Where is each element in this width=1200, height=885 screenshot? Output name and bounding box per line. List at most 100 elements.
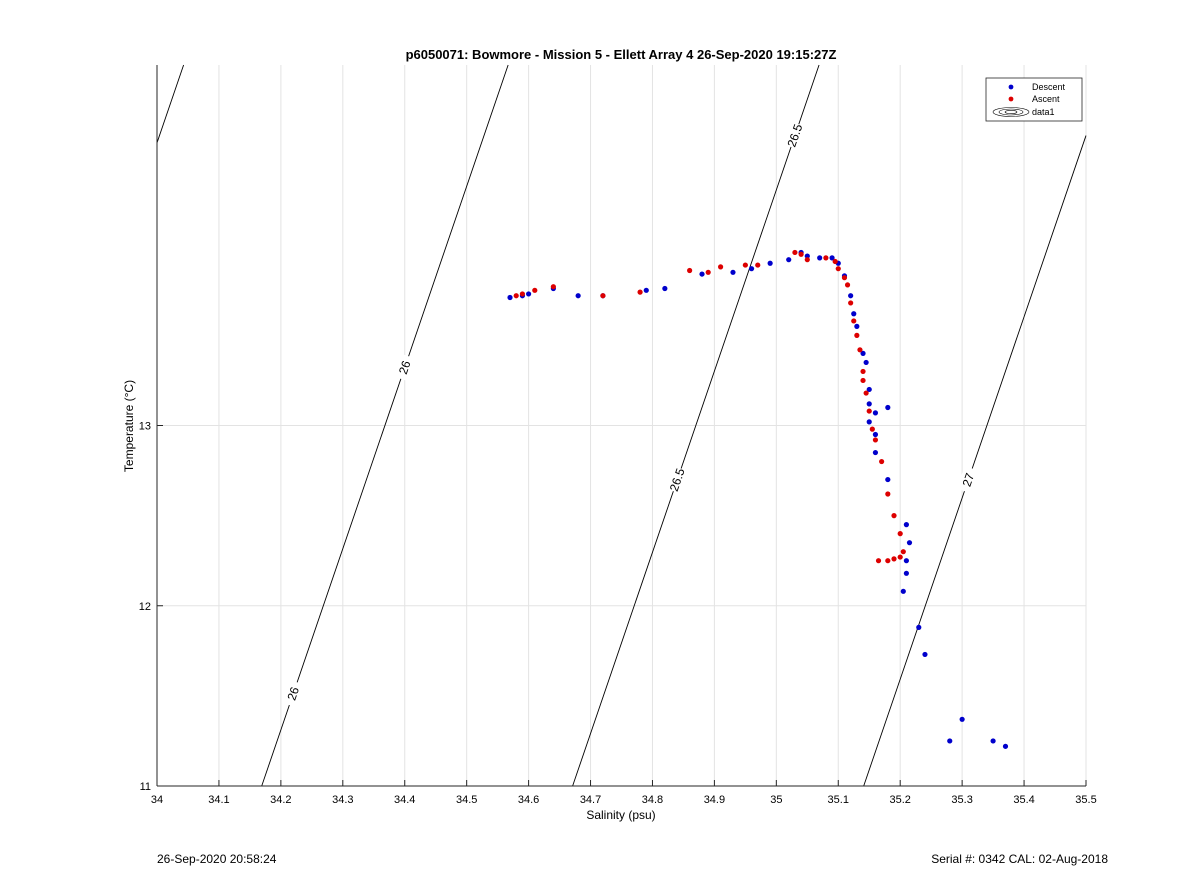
data-points	[507, 249, 1009, 749]
isopycnal-label: 26.5	[665, 465, 688, 494]
x-tick-label: 34.7	[580, 794, 601, 806]
ascent-point	[844, 282, 851, 288]
ascent-point	[832, 258, 838, 265]
y-tick-label: 11	[140, 781, 151, 793]
isopycnal-label-bg	[783, 121, 805, 149]
isopycnal-label: 26	[281, 679, 303, 707]
isopycnal-label: 26	[393, 353, 415, 381]
descent-point	[860, 350, 866, 356]
descent-point	[866, 419, 872, 425]
descent-point	[699, 271, 705, 277]
legend-ascent-label: Ascent	[1032, 94, 1060, 104]
descent-point	[903, 570, 909, 576]
isopycnal-label-bg	[956, 465, 978, 494]
x-tick-label: 34.8	[642, 794, 663, 806]
descent-point	[786, 257, 792, 263]
y-axis-label: Temperature (°C)	[122, 380, 136, 472]
isopycnal-label-text: 26	[284, 685, 302, 702]
ascent-point	[532, 287, 538, 293]
descent-point	[848, 293, 854, 299]
descent-point	[885, 404, 891, 411]
legend-data1-label: data1	[1032, 107, 1055, 117]
ascent-point	[755, 262, 761, 268]
x-tick-label: 34.6	[518, 794, 539, 806]
ascent-point	[717, 264, 724, 270]
descent-point	[804, 253, 810, 259]
ascent-point	[687, 267, 693, 274]
ascent-point	[872, 437, 879, 443]
ascent-point	[637, 289, 643, 295]
descent-point	[916, 624, 922, 630]
x-tick-label: 35.3	[951, 794, 972, 806]
x-tick-label: 35.2	[889, 794, 910, 806]
descent-point	[1002, 743, 1009, 749]
descent-point	[854, 323, 860, 329]
descent-point	[900, 588, 906, 594]
descent-point	[903, 522, 909, 528]
isopycnal-label-text: 26	[396, 359, 414, 376]
ascent-point	[519, 291, 526, 297]
descent-point	[748, 266, 755, 272]
ascent-point	[848, 300, 854, 306]
descent-point	[990, 738, 996, 744]
descent-point	[817, 255, 823, 261]
descent-point	[730, 269, 736, 275]
isopycnal-label-text: 26.5	[785, 122, 806, 149]
ascent-point	[897, 554, 903, 560]
x-tick-label: 35.1	[828, 794, 849, 806]
legend-contour-icon	[992, 107, 1030, 117]
ascent-point	[742, 262, 748, 268]
descent-point	[643, 287, 649, 293]
ascent-point	[885, 558, 891, 564]
descent-point	[922, 651, 928, 658]
ascent-point	[792, 249, 798, 256]
y-ticks: 11 12 13	[139, 421, 163, 793]
isopycnal-line	[863, 135, 1087, 787]
x-tick-label: 35.5	[1075, 794, 1096, 806]
descent-point	[885, 476, 891, 483]
ascent-point	[885, 491, 891, 497]
descent-point	[872, 431, 879, 438]
ascent-point	[804, 257, 810, 263]
isopycnal-label-text: 27	[960, 471, 978, 488]
x-tick-label: 34.4	[394, 794, 415, 806]
x-axis-label: Salinity (psu)	[586, 808, 655, 822]
descent-point	[829, 255, 835, 261]
x-tick-label: 35.4	[1013, 794, 1034, 806]
grid	[157, 65, 1087, 786]
descent-point	[872, 410, 879, 416]
isopycnal-label: 26.5	[783, 121, 806, 149]
ascent-point	[841, 275, 848, 281]
ascent-point	[866, 408, 872, 414]
ascent-point	[863, 390, 869, 396]
ascent-point	[891, 556, 897, 562]
isopycnal-label-text: 26.5	[667, 466, 688, 493]
descent-point	[866, 401, 872, 407]
isopycnal-label-bg	[281, 679, 303, 707]
ascent-point	[900, 549, 906, 555]
ascent-point	[857, 347, 863, 353]
ascent-point	[835, 266, 841, 272]
descent-point	[662, 285, 668, 292]
isopycnal-line	[156, 64, 185, 143]
ascent-point	[705, 269, 711, 275]
ascent-point	[600, 293, 606, 299]
legend-descent-marker	[1008, 84, 1014, 90]
y-tick-label: 12	[139, 601, 151, 613]
descent-point	[575, 293, 581, 299]
descent-point	[947, 738, 953, 744]
x-tick-label: 34	[151, 794, 163, 806]
ascent-point	[875, 558, 882, 564]
descent-point	[767, 260, 773, 266]
descent-point	[866, 386, 872, 393]
y-tick-label: 13	[139, 421, 151, 433]
ascent-point	[891, 513, 897, 519]
ascent-point	[798, 251, 804, 257]
ascent-point	[897, 531, 903, 537]
x-tick-label: 34.1	[208, 794, 229, 806]
descent-point	[507, 294, 513, 301]
x-tick-label: 34.3	[332, 794, 353, 806]
ascent-point	[860, 377, 866, 384]
isopycnal-label-bg	[665, 465, 687, 494]
